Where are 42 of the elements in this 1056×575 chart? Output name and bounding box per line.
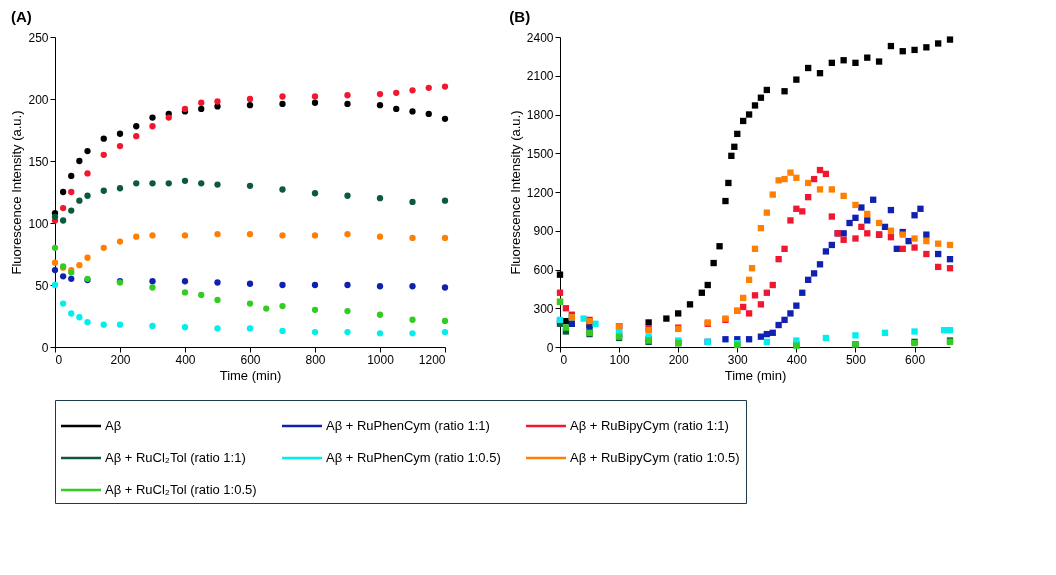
y-tick-label: 50 [35,278,49,293]
x-axis-title: Time (min) [724,367,787,383]
legend-label: Aβ + RuBipyCym (ratio 1:0.5) [570,450,740,465]
x-tick-label: 200 [110,352,131,367]
x-tick-label: 400 [175,352,196,367]
y-tick-label: 1500 [526,146,554,161]
x-tick-label: 1200 [418,352,446,367]
x-tick-label: 600 [240,352,261,367]
legend-label: Aβ + RuPhenCym (ratio 1:0.5) [326,450,501,465]
chart-title: (A) [10,8,32,25]
y-tick-label: 0 [41,340,49,355]
legend-label: Aβ + RuCl₂Tol (ratio 1:0.5) [105,482,257,497]
y-tick-label: 250 [28,30,49,45]
y-tick-label: 1800 [526,108,554,122]
x-tick-label: 500 [845,352,867,367]
x-tick-label: 600 [905,352,926,367]
x-tick-label: 0 [55,352,63,367]
y-tick-label: 100 [28,216,49,231]
legend-label: Aβ [105,418,122,433]
y-tick-label: 2100 [526,69,554,84]
y-axis-title: Fluorescence Intensity (a.u.) [9,110,25,275]
x-tick-label: 200 [668,352,690,367]
legend-label: Aβ + RuPhenCym (ratio 1:1) [326,418,490,433]
x-tick-label: 400 [786,352,808,367]
legend-label: Aβ + RuCl₂Tol (ratio 1:1) [105,450,246,465]
y-tick-label: 1200 [526,185,554,200]
y-tick-label: 0 [546,340,554,355]
x-tick-label: 100 [609,352,630,367]
y-tick-label: 600 [533,263,554,277]
y-tick-label: 900 [533,224,554,239]
x-axis-title: Time (min) [219,367,282,383]
y-tick-label: 300 [533,301,554,316]
x-tick-label: 0 [560,352,568,367]
y-axis-title: Fluorescence Intensity (a.u.) [507,110,523,275]
x-tick-label: 300 [727,352,749,367]
chart-title: (B) [509,8,531,25]
legend-label: Aβ + RuBipyCym (ratio 1:1) [570,418,729,433]
y-tick-label: 200 [28,92,49,107]
y-tick-label: 2400 [526,30,554,45]
x-tick-label: 1000 [367,352,395,367]
y-tick-label: 150 [28,154,49,169]
x-tick-label: 800 [305,352,326,367]
